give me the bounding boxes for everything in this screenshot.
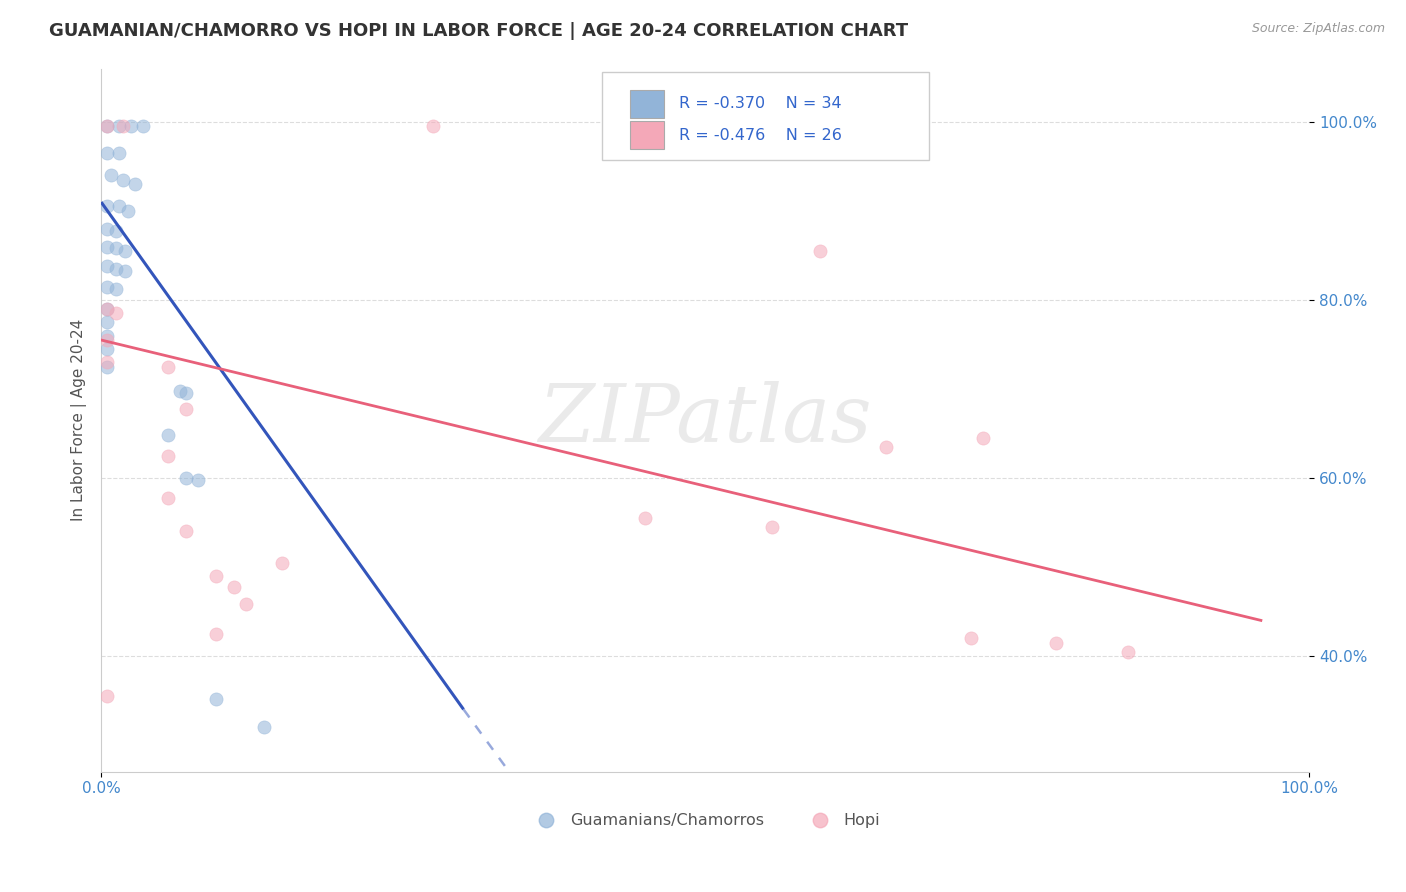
Point <box>235 598 257 612</box>
FancyBboxPatch shape <box>630 89 664 118</box>
Point <box>124 178 146 192</box>
Legend: Guamanians/Chamorros, Hopi: Guamanians/Chamorros, Hopi <box>523 806 887 834</box>
Point <box>634 511 657 525</box>
Point <box>108 199 131 213</box>
Point <box>156 359 179 374</box>
Point <box>96 120 118 134</box>
Y-axis label: In Labor Force | Age 20-24: In Labor Force | Age 20-24 <box>72 319 87 521</box>
FancyBboxPatch shape <box>603 72 929 160</box>
Point <box>972 431 994 445</box>
Point <box>96 333 118 347</box>
Point <box>96 689 118 703</box>
Point <box>96 239 118 253</box>
Point <box>96 328 118 343</box>
Point <box>111 120 134 134</box>
Point <box>96 301 118 316</box>
FancyBboxPatch shape <box>630 121 664 149</box>
Point <box>761 520 783 534</box>
Point <box>117 203 139 218</box>
Point <box>174 524 197 539</box>
Point <box>104 282 127 296</box>
Point <box>875 440 897 454</box>
Point <box>114 264 136 278</box>
Point <box>96 199 118 213</box>
Point <box>108 146 131 161</box>
Point <box>104 261 127 276</box>
Point <box>96 355 118 369</box>
Point <box>96 359 118 374</box>
Point <box>174 401 197 416</box>
Point <box>108 120 131 134</box>
Point <box>422 120 444 134</box>
Point <box>96 301 118 316</box>
Point <box>96 279 118 293</box>
Point <box>222 580 245 594</box>
Point <box>104 223 127 237</box>
Text: R = -0.476    N = 26: R = -0.476 N = 26 <box>679 128 841 143</box>
Text: ZIPatlas: ZIPatlas <box>538 382 872 458</box>
Point <box>96 221 118 235</box>
Point <box>96 120 118 134</box>
Point <box>205 569 228 583</box>
Point <box>271 556 294 570</box>
Text: R = -0.370    N = 34: R = -0.370 N = 34 <box>679 96 841 112</box>
Point <box>187 473 209 487</box>
Point <box>114 244 136 258</box>
Point <box>253 720 276 734</box>
Point <box>104 241 127 255</box>
Point <box>169 384 191 398</box>
Point <box>104 306 127 320</box>
Point <box>120 120 142 134</box>
Point <box>96 146 118 161</box>
Point <box>111 173 134 187</box>
Text: GUAMANIAN/CHAMORRO VS HOPI IN LABOR FORCE | AGE 20-24 CORRELATION CHART: GUAMANIAN/CHAMORRO VS HOPI IN LABOR FORC… <box>49 22 908 40</box>
Point <box>808 244 831 258</box>
Point <box>205 626 228 640</box>
Point <box>960 631 983 645</box>
Point <box>174 471 197 485</box>
Point <box>174 386 197 401</box>
Point <box>205 691 228 706</box>
Point <box>96 342 118 356</box>
Text: Source: ZipAtlas.com: Source: ZipAtlas.com <box>1251 22 1385 36</box>
Point <box>96 259 118 273</box>
Point <box>156 428 179 442</box>
Point <box>1116 644 1139 658</box>
Point <box>156 491 179 505</box>
Point <box>96 315 118 329</box>
Point <box>132 120 155 134</box>
Point <box>100 169 122 183</box>
Point <box>156 449 179 463</box>
Point <box>1045 635 1067 649</box>
